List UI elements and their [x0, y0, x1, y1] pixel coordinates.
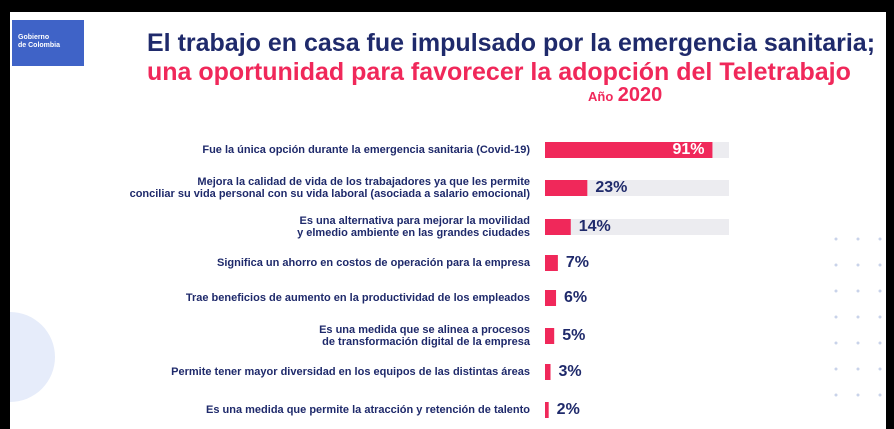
value-label: 23%	[595, 179, 628, 196]
bar-track	[545, 180, 729, 196]
bar	[545, 290, 557, 306]
slide: Gobierno de Colombia El trabajo en casa …	[10, 12, 886, 429]
category-label: Mejora la calidad de vida de los trabaja…	[129, 176, 530, 200]
category-label: Es una medida que permite la atracción y…	[206, 404, 530, 416]
decor-dots	[834, 237, 882, 397]
year-header: Año 2020	[588, 84, 662, 107]
category-label: Significa un ahorro en costos de operaci…	[217, 257, 530, 269]
category-label: Trae beneficios de aumento en la product…	[185, 292, 530, 304]
category-label: Fue la única opción durante la emergenci…	[202, 144, 530, 156]
bars	[545, 142, 729, 418]
bar	[545, 219, 571, 235]
value-label: 7%	[565, 254, 589, 271]
decor-circle	[10, 312, 55, 402]
bar-track	[545, 219, 729, 235]
bar	[545, 255, 558, 271]
value-label: 5%	[562, 327, 586, 344]
bar	[545, 328, 555, 344]
chart-title: El trabajo en casa fue impulsado por la …	[147, 29, 876, 57]
category-label: Permite tener mayor diversidad en los eq…	[171, 366, 530, 378]
bar	[545, 142, 713, 158]
value-label: 91%	[672, 141, 705, 158]
value-label: 3%	[558, 363, 582, 380]
bar	[545, 402, 549, 418]
value-label: 2%	[556, 401, 580, 418]
value-label: 6%	[564, 289, 588, 306]
year-prefix: Año	[588, 89, 614, 104]
chart-subtitle: una oportunidad para favorecer la adopci…	[147, 58, 851, 86]
decor	[10, 142, 882, 418]
logo: Gobierno de Colombia	[12, 20, 84, 66]
category-label: Es una medida que se alinea a procesos d…	[319, 324, 530, 348]
bar	[545, 364, 551, 380]
value-label: 14%	[578, 218, 611, 235]
bar	[545, 180, 588, 196]
year: 2020	[617, 84, 663, 106]
category-label: Es una alternativa para mejorar la movil…	[297, 215, 530, 239]
